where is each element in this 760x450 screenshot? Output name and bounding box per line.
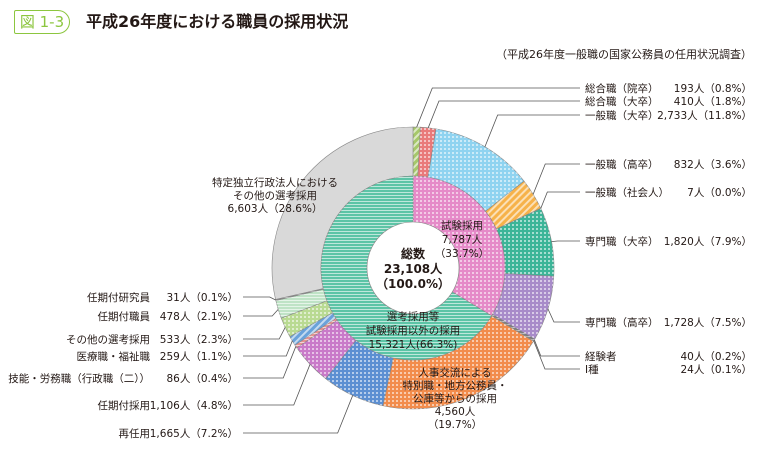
outer-label-value: 24人（0.1%） (680, 364, 752, 376)
outer-label-name: 専門職（高卒） (585, 316, 659, 329)
outer-label-name: 再任用 (119, 427, 151, 440)
center-hole (366, 221, 460, 315)
inner-label-exam: 試験採用 (441, 219, 483, 232)
segment-label-personnel-exchange: （19.7%） (428, 419, 482, 431)
outer-label-value: 1,820人（7.9%） (664, 236, 752, 248)
leader-line (416, 87, 580, 128)
leader-line (243, 346, 297, 379)
outer-segment-pattern (417, 127, 437, 178)
segment-label-independent-agency: 特定独立行政法人における (212, 176, 338, 189)
leader-line (533, 339, 580, 357)
outer-label-name: Ⅰ種 (585, 363, 599, 376)
segment-label-independent-agency: その他の選考採用 (233, 189, 317, 202)
outer-label-name: 総合職（大卒） (585, 95, 659, 108)
outer-label-value: 1,665人（7.2%） (150, 428, 238, 440)
outer-label-name: その他の選考採用 (66, 333, 150, 346)
leader-line (243, 296, 276, 301)
outer-label-name: 技能・労務職（行政職（二）） (8, 372, 150, 385)
segment-label-personnel-exchange: 特別職・地方公務員・ (403, 379, 508, 392)
leader-line (243, 364, 311, 406)
outer-segment-pattern (428, 128, 525, 212)
outer-segment-pattern (289, 312, 336, 346)
outer-label-name: 経験者 (585, 350, 617, 363)
inner-label-selection: 選考採用等 (387, 310, 440, 323)
outer-label-name: 任期付職員 (98, 310, 151, 323)
outer-segment-pattern (413, 127, 421, 177)
leader-line (484, 114, 580, 147)
outer-segment-pattern (325, 340, 394, 406)
outer-segment-pattern (485, 181, 541, 230)
inner-label-selection-sub: 試験採用以外の採用 (366, 324, 461, 337)
segment-label-personnel-exchange: 公庫等からの採用 (413, 392, 497, 405)
leader-line (243, 340, 293, 357)
outer-segment-pattern (275, 288, 324, 301)
inner-label-exam-pct: （33.7%） (435, 248, 489, 260)
inner-label-selection-value: 15,321人(66.3%) (369, 339, 458, 351)
figure-number-badge: 図 1-3 (14, 10, 70, 34)
outer-segment-pattern (492, 273, 554, 340)
outer-label-name: 任期付研究員 (87, 291, 150, 304)
outer-label-value: 1,728人（7.5%） (664, 317, 752, 329)
inner-label-exam-value: 7,787人 (442, 234, 483, 246)
outer-segment-pattern (281, 300, 333, 337)
outer-label-value: 86人（0.4%） (166, 373, 238, 385)
leader-line (540, 191, 580, 209)
center-total-pct: （100.0%） (376, 276, 450, 291)
outer-segment-pattern (382, 315, 534, 409)
outer-label-name: 一般職（高卒） (585, 158, 659, 171)
outer-label-value: 478人（2.1%） (160, 311, 238, 323)
source-note: （平成26年度一般職の国家公務員の任用状況調査） (496, 48, 752, 61)
leader-line (551, 240, 580, 243)
outer-label-name: 一般職（大卒） (585, 109, 659, 122)
outer-label-value: 31人（0.1%） (166, 292, 238, 304)
inner-segment-pattern (413, 176, 505, 316)
leader-line (533, 340, 580, 370)
page-title: 平成26年度における職員の採用状況 (86, 12, 349, 31)
outer-label-value: 1,106人（4.8%） (150, 400, 238, 412)
leader-line (532, 163, 580, 195)
outer-label-value: 7人（0.0%） (687, 187, 752, 199)
outer-segment-pattern (496, 208, 554, 277)
outer-label-value: 193人（0.8%） (674, 83, 752, 95)
outer-segment-pattern (275, 289, 327, 319)
outer-segment-pattern (296, 320, 356, 379)
outer-label-value: 2,733人（11.8%） (657, 110, 752, 122)
outer-label-value: 533人（2.3%） (160, 334, 238, 346)
outer-label-value: 832人（3.6%） (674, 159, 752, 171)
leader-line (243, 309, 279, 317)
segment-label-independent-agency: 6,603人（28.6%） (228, 203, 323, 215)
outer-label-name: 医療職・福祉職 (77, 350, 151, 363)
inner-segment-pattern (320, 176, 492, 360)
outer-label-value: 40人（0.2%） (680, 351, 752, 363)
leader-line (243, 327, 286, 340)
segment-label-personnel-exchange: 人事交流による (418, 366, 491, 379)
leader-line (243, 395, 354, 434)
outer-label-name: 総合職（院卒） (585, 82, 659, 95)
leader-line (427, 100, 580, 128)
outer-label-value: 410人（1.8%） (674, 96, 752, 108)
leader-line (547, 308, 580, 323)
outer-segment-pattern (491, 314, 535, 341)
center-total-label: 総数 (401, 246, 426, 261)
outer-label-name: 一般職（社会人） (585, 186, 669, 199)
outer-segment-pattern (294, 318, 338, 348)
outer-label-name: 専門職（大卒） (585, 235, 659, 248)
center-total-value: 23,108人 (384, 261, 443, 276)
outer-label-value: 259人（1.1%） (160, 351, 238, 363)
segment-label-personnel-exchange: 4,560人 (435, 406, 476, 418)
outer-label-name: 任期付採用 (98, 399, 151, 412)
